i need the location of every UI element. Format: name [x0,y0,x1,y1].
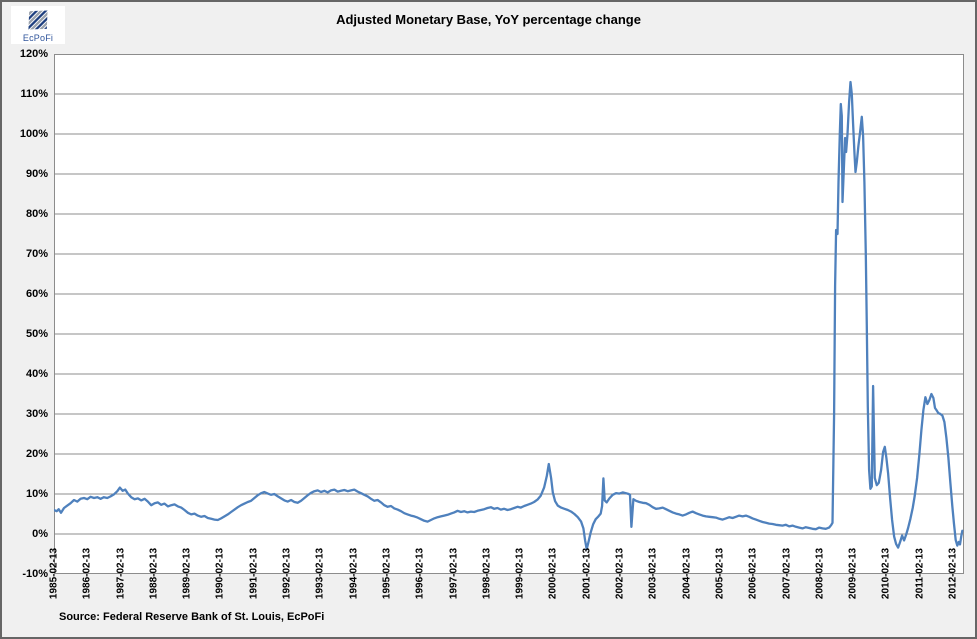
y-axis-tick-label: 110% [20,88,48,100]
ecpofi-logo: EcPoFi [11,6,65,44]
x-axis-tick-label: 1995-02-13 [381,547,393,600]
x-axis-tick-label: 2000-02-13 [547,547,559,600]
y-axis-tick-label: 60% [25,288,48,300]
x-axis-tick-label: 2005-02-13 [714,547,726,600]
x-axis-tick-label: 2007-02-13 [781,547,793,600]
x-axis-tick-label: 1992-02-13 [281,547,293,600]
y-axis-tick-label: 10% [25,488,48,500]
x-axis-tick-label: 1986-02-13 [81,547,93,600]
y-axis-tick-label: 100% [19,128,48,140]
y-axis-tick-label: 50% [25,328,48,340]
x-axis-tick-label: 2012-02-13 [947,547,959,600]
x-axis-tick-label: 2008-02-13 [814,547,826,600]
x-axis-tick-label: 1991-02-13 [248,547,260,600]
chart-title: Adjusted Monetary Base, YoY percentage c… [336,12,641,27]
ecpofi-logo-icon [20,7,56,33]
x-axis-tick-label: 1987-02-13 [115,547,127,600]
y-axis-tick-label: 40% [25,368,48,380]
x-axis-tick-label: 1993-02-13 [314,547,326,600]
y-axis-tick-label: 70% [25,248,48,260]
x-axis-tick-label: 1994-02-13 [348,547,360,600]
logo-text: EcPoFi [22,33,54,43]
x-axis-tick-label: 2002-02-13 [614,547,626,600]
x-axis-tick-label: 1988-02-13 [148,547,160,600]
x-axis-tick-label: 1998-02-13 [481,547,493,600]
y-axis-tick-label: -10% [22,568,48,580]
y-axis-tick-label: 0% [32,528,48,540]
x-axis-tick-label: 2006-02-13 [747,547,759,600]
monetary-base-line [54,80,964,551]
plot-border [54,54,964,574]
source-note: Source: Federal Reserve Bank of St. Loui… [59,611,325,623]
x-axis-tick-label: 2004-02-13 [681,547,693,600]
x-axis-tick-label: 2009-02-13 [847,547,859,600]
x-axis-tick-label: 1997-02-13 [448,547,460,600]
x-axis-tick-label: 2010-02-13 [880,547,892,600]
x-axis-tick-label: 1989-02-13 [181,547,193,600]
x-axis-tick-label: 2011-02-13 [914,548,926,599]
x-axis-tick-label: 1999-02-13 [514,547,526,600]
y-axis-tick-label: 80% [25,208,48,220]
y-axis-tick-label: 30% [25,408,48,420]
x-axis-tick-label: 1996-02-13 [414,547,426,600]
plot-area [54,54,964,574]
y-axis-tick-label: 120% [19,48,48,60]
x-axis-tick-label: 2003-02-13 [647,547,659,600]
x-axis-tick-label: 1985-02-13 [48,547,60,600]
plot-canvas [54,54,964,574]
x-axis-tick-label: 1990-02-13 [214,547,226,600]
y-axis-tick-label: 20% [25,448,48,460]
x-axis-tick-label: 2001-02-13 [581,547,593,600]
y-axis-tick-label: 90% [25,168,48,180]
